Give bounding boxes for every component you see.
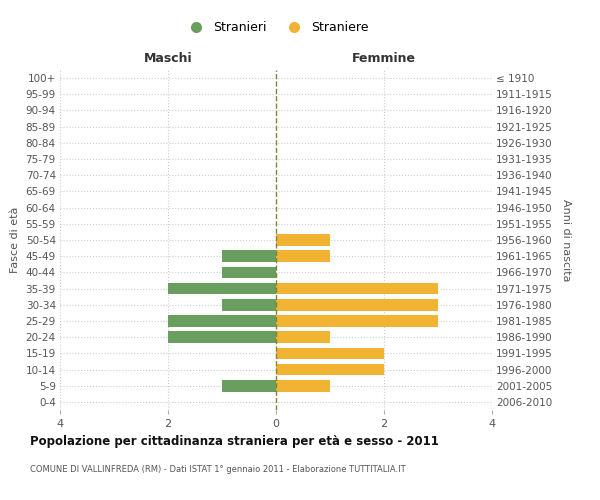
Text: Popolazione per cittadinanza straniera per età e sesso - 2011: Popolazione per cittadinanza straniera p… (30, 435, 439, 448)
Bar (222, 266, 276, 278)
Bar (276, 282, 438, 294)
Text: COMUNE DI VALLINFREDA (RM) - Dati ISTAT 1° gennaio 2011 - Elaborazione TUTTITALI: COMUNE DI VALLINFREDA (RM) - Dati ISTAT … (30, 465, 406, 474)
Bar (276, 348, 384, 359)
Text: Maschi: Maschi (143, 52, 193, 65)
Bar (168, 282, 276, 294)
Bar (276, 380, 330, 392)
Text: Femmine: Femmine (352, 52, 416, 65)
Bar (168, 315, 276, 327)
Bar (222, 299, 276, 310)
Y-axis label: Anni di nascita: Anni di nascita (561, 198, 571, 281)
Bar (276, 299, 438, 310)
Bar (276, 315, 438, 327)
Bar (276, 364, 384, 376)
Y-axis label: Fasce di età: Fasce di età (10, 207, 20, 273)
Bar (276, 332, 330, 343)
Legend: Stranieri, Straniere: Stranieri, Straniere (178, 16, 374, 40)
Bar (222, 250, 276, 262)
Bar (222, 380, 276, 392)
Bar (276, 234, 330, 246)
Bar (168, 332, 276, 343)
Bar (276, 250, 330, 262)
